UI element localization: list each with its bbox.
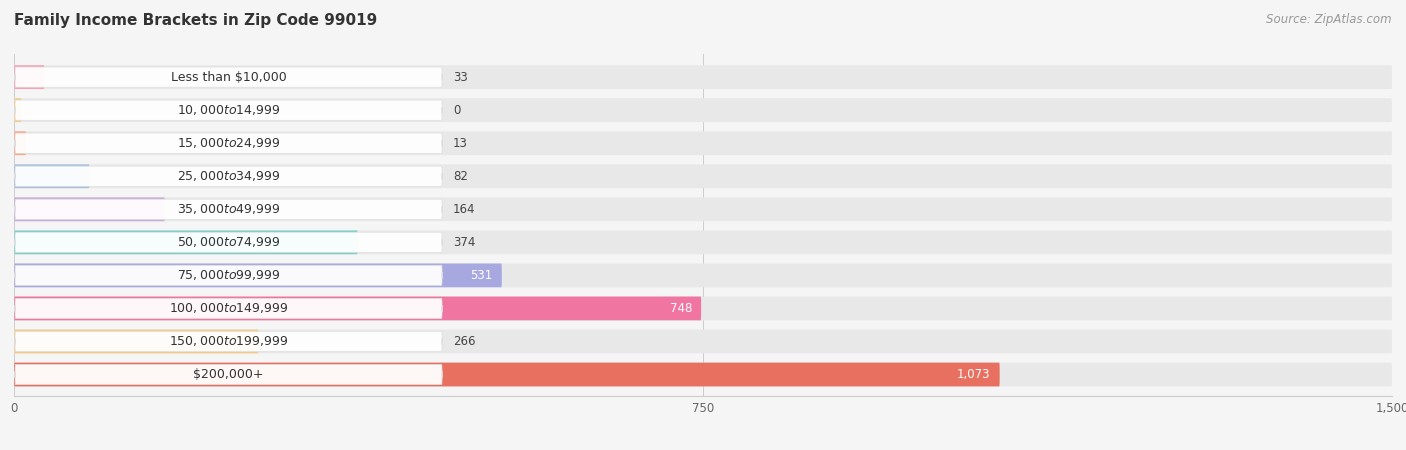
FancyBboxPatch shape (14, 329, 1392, 353)
FancyBboxPatch shape (15, 364, 441, 385)
FancyBboxPatch shape (15, 67, 441, 87)
Text: Family Income Brackets in Zip Code 99019: Family Income Brackets in Zip Code 99019 (14, 14, 377, 28)
FancyBboxPatch shape (14, 98, 21, 122)
FancyBboxPatch shape (14, 164, 1392, 188)
Text: 374: 374 (453, 236, 475, 249)
Text: $35,000 to $49,999: $35,000 to $49,999 (177, 202, 280, 216)
FancyBboxPatch shape (14, 230, 1392, 254)
Text: 164: 164 (453, 203, 475, 216)
Text: 748: 748 (669, 302, 692, 315)
Text: $100,000 to $149,999: $100,000 to $149,999 (169, 302, 288, 315)
FancyBboxPatch shape (14, 230, 357, 254)
FancyBboxPatch shape (15, 298, 441, 319)
FancyBboxPatch shape (15, 331, 441, 351)
FancyBboxPatch shape (15, 133, 441, 153)
FancyBboxPatch shape (15, 232, 441, 252)
FancyBboxPatch shape (15, 199, 441, 220)
FancyBboxPatch shape (14, 131, 25, 155)
FancyBboxPatch shape (14, 264, 502, 287)
FancyBboxPatch shape (14, 297, 1392, 320)
Text: 531: 531 (471, 269, 492, 282)
Text: 0: 0 (453, 104, 461, 117)
FancyBboxPatch shape (14, 297, 702, 320)
Text: 1,073: 1,073 (957, 368, 990, 381)
Text: 266: 266 (453, 335, 475, 348)
Text: Source: ZipAtlas.com: Source: ZipAtlas.com (1267, 14, 1392, 27)
FancyBboxPatch shape (15, 100, 441, 120)
Text: 33: 33 (453, 71, 468, 84)
Text: 13: 13 (453, 137, 468, 150)
FancyBboxPatch shape (14, 363, 1392, 387)
FancyBboxPatch shape (14, 65, 1392, 89)
FancyBboxPatch shape (14, 198, 1392, 221)
FancyBboxPatch shape (14, 198, 165, 221)
FancyBboxPatch shape (15, 166, 441, 186)
Text: $25,000 to $34,999: $25,000 to $34,999 (177, 169, 280, 183)
FancyBboxPatch shape (14, 164, 90, 188)
Text: $200,000+: $200,000+ (193, 368, 264, 381)
FancyBboxPatch shape (14, 131, 1392, 155)
FancyBboxPatch shape (15, 266, 441, 285)
Text: $50,000 to $74,999: $50,000 to $74,999 (177, 235, 280, 249)
FancyBboxPatch shape (14, 65, 45, 89)
FancyBboxPatch shape (14, 329, 259, 353)
FancyBboxPatch shape (14, 98, 1392, 122)
FancyBboxPatch shape (14, 264, 1392, 287)
Text: Less than $10,000: Less than $10,000 (170, 71, 287, 84)
Text: $15,000 to $24,999: $15,000 to $24,999 (177, 136, 280, 150)
Text: $75,000 to $99,999: $75,000 to $99,999 (177, 268, 280, 283)
Text: $150,000 to $199,999: $150,000 to $199,999 (169, 334, 288, 348)
Text: 82: 82 (453, 170, 468, 183)
Text: $10,000 to $14,999: $10,000 to $14,999 (177, 103, 280, 117)
FancyBboxPatch shape (14, 363, 1000, 387)
